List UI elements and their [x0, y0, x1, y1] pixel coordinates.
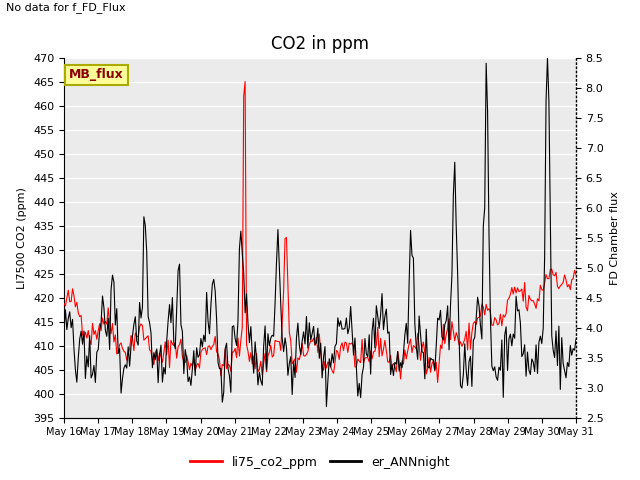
Title: CO2 in ppm: CO2 in ppm: [271, 35, 369, 53]
Text: MB_flux: MB_flux: [69, 68, 124, 82]
Legend: li75_co2_ppm, er_ANNnight: li75_co2_ppm, er_ANNnight: [186, 451, 454, 474]
Text: No data for f_FD_Flux: No data for f_FD_Flux: [6, 2, 126, 13]
Y-axis label: LI7500 CO2 (ppm): LI7500 CO2 (ppm): [17, 187, 28, 288]
Y-axis label: FD Chamber flux: FD Chamber flux: [611, 191, 620, 285]
